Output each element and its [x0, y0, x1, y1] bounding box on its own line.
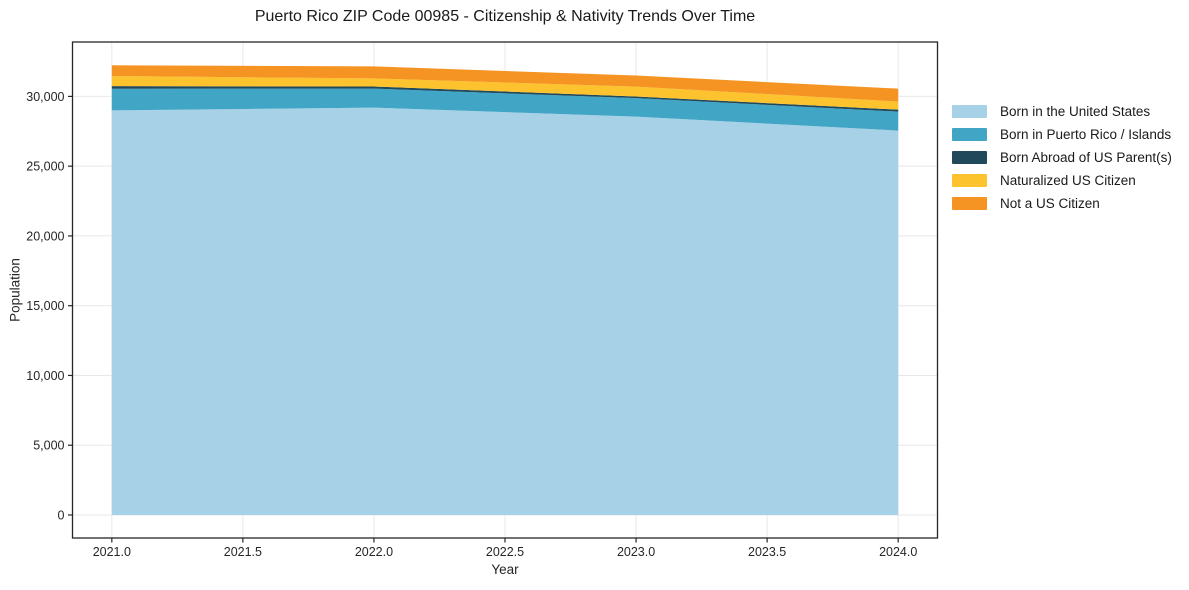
- y-tick-label: 15,000: [26, 299, 64, 313]
- legend-item-2: Born in Puerto Rico / Islands: [952, 126, 1172, 142]
- legend-label: Not a US Citizen: [1000, 195, 1100, 211]
- area-series-2: [111, 88, 899, 131]
- area-series-5: [111, 65, 899, 102]
- legend: Born in the United States Born in Puerto …: [952, 103, 1172, 211]
- area-series-3: [111, 86, 899, 112]
- y-axis-label: Population: [7, 258, 23, 322]
- x-tick-label: 2021.0: [93, 545, 131, 559]
- legend-swatch: [952, 104, 987, 118]
- legend-label: Born in Puerto Rico / Islands: [1000, 126, 1172, 142]
- legend-item-5: Not a US Citizen: [952, 195, 1172, 211]
- x-tick-label: 2024.0: [879, 545, 917, 559]
- legend-label: Born in the United States: [1000, 103, 1151, 119]
- y-tick-label: 30,000: [26, 90, 64, 104]
- y-tick-label: 0: [58, 508, 65, 522]
- legend-label: Born Abroad of US Parent(s): [1000, 149, 1172, 165]
- y-tick-label: 10,000: [26, 369, 64, 383]
- area-series-4: [111, 76, 899, 110]
- legend-swatch: [952, 150, 987, 164]
- legend-swatch: [952, 127, 987, 141]
- chart-title: Puerto Rico ZIP Code 00985 - Citizenship…: [254, 8, 756, 25]
- legend-swatch: [952, 196, 987, 210]
- y-tick-label: 25,000: [26, 160, 64, 174]
- legend-swatch: [952, 173, 987, 187]
- x-tick-label: 2023.0: [617, 545, 655, 559]
- y-tick-label: 20,000: [26, 229, 64, 243]
- legend-label: Naturalized US Citizen: [1000, 172, 1136, 188]
- area-series-1: [111, 107, 899, 515]
- x-tick-label: 2021.5: [224, 545, 262, 559]
- x-tick-label: 2022.5: [486, 545, 524, 559]
- y-tick-label: 5,000: [33, 439, 64, 453]
- x-axis-label: Year: [491, 562, 519, 577]
- legend-item-1: Born in the United States: [952, 103, 1172, 119]
- x-tick-label: 2022.0: [355, 545, 393, 559]
- x-tick-label: 2023.5: [748, 545, 786, 559]
- legend-item-4: Naturalized US Citizen: [952, 172, 1172, 188]
- legend-item-3: Born Abroad of US Parent(s): [952, 149, 1172, 165]
